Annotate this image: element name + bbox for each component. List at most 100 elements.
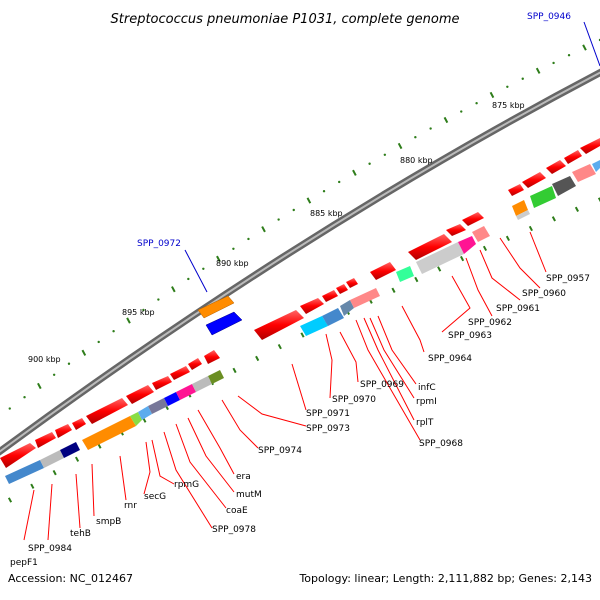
gene-arrow xyxy=(522,172,546,188)
scale-dot xyxy=(247,237,250,241)
scale-tick xyxy=(216,255,221,262)
scale-dot xyxy=(277,218,280,221)
gene-label-spp0961[interactable]: SPP_0961 xyxy=(496,304,540,314)
cog-block xyxy=(396,266,414,282)
cog-block xyxy=(340,300,354,316)
scale-label-890: 890 kbp xyxy=(216,259,249,268)
scale-dot xyxy=(567,54,571,57)
cog-track xyxy=(5,160,600,484)
cog-block xyxy=(592,160,600,172)
scale-tick xyxy=(460,255,465,262)
gene-label-rnr[interactable]: rnr xyxy=(124,501,137,511)
gene-label-spp0978[interactable]: SPP_0978 xyxy=(212,525,256,535)
scale-tick xyxy=(30,483,35,489)
scale-tick xyxy=(597,197,600,203)
scale-label-880: 880 kbp xyxy=(400,156,433,165)
cog-block xyxy=(458,236,476,254)
gene-arrow xyxy=(580,138,600,154)
gene-arrow xyxy=(446,224,466,236)
gene-label-spp0960[interactable]: SPP_0960 xyxy=(522,289,566,299)
scale-tick xyxy=(255,355,260,362)
cog-block xyxy=(322,308,344,326)
cog-block xyxy=(138,406,152,420)
scale-tick xyxy=(81,349,87,356)
scale-dot xyxy=(112,330,115,333)
scale-dot xyxy=(97,340,100,344)
gene-label-mutm[interactable]: mutM xyxy=(236,490,262,500)
scale-dot xyxy=(52,373,56,376)
scale-tick xyxy=(443,116,449,124)
cog-block xyxy=(530,186,556,208)
cog-block xyxy=(148,398,168,414)
gene-label-spp0964[interactable]: SPP_0964 xyxy=(428,354,472,364)
scale-dot xyxy=(232,247,235,250)
cog-block xyxy=(5,460,44,484)
scale-dot xyxy=(368,162,371,165)
scale-tick xyxy=(300,332,305,338)
scale-tick xyxy=(232,367,237,374)
gene-label-spp0984[interactable]: SPP_0984 xyxy=(28,544,72,554)
gene-label-rpmi[interactable]: rpmI xyxy=(416,397,437,407)
gene-label-spp0971[interactable]: SPP_0971 xyxy=(306,409,350,419)
scale-tick xyxy=(306,197,312,204)
gene-label-rpmg[interactable]: rpmG xyxy=(174,480,199,490)
gene-arrow xyxy=(0,443,36,468)
scale-labels: 875 kbp 880 kbp 885 kbp 890 kbp 895 kbp … xyxy=(28,101,525,364)
gene-label-era[interactable]: era xyxy=(236,472,251,482)
gene-arrow xyxy=(322,290,338,302)
gene-label-spp0974[interactable]: SPP_0974 xyxy=(258,446,302,456)
scale-tick xyxy=(574,206,579,212)
gene-arrow xyxy=(55,424,72,438)
genome-stats-text: Topology: linear; Length: 2,111,882 bp; … xyxy=(299,572,592,585)
gene-label-spp0968[interactable]: SPP_0968 xyxy=(419,439,463,449)
scale-dot xyxy=(383,153,387,156)
gene-label-rplt[interactable]: rplT xyxy=(416,418,434,428)
scale-dot xyxy=(475,102,478,105)
gene-label-pepf1[interactable]: pepF1 xyxy=(10,558,38,568)
gene-label-spp0962[interactable]: SPP_0962 xyxy=(468,318,512,328)
cog-block xyxy=(350,288,380,308)
scale-label-885: 885 kbp xyxy=(310,209,343,218)
cog-block xyxy=(300,316,328,336)
map-title: Streptococcus pneumoniae P1031, complete… xyxy=(111,12,460,27)
scale-tick xyxy=(482,245,488,252)
gene-track-forward xyxy=(0,138,600,468)
scale-dot xyxy=(67,362,71,365)
feature-spp0972[interactable] xyxy=(197,295,243,336)
scale-dot xyxy=(552,61,555,65)
scale-tick xyxy=(528,225,533,232)
gene-label-spp0972[interactable]: SPP_0972 xyxy=(137,239,181,249)
gene-label-spp0970[interactable]: SPP_0970 xyxy=(332,395,376,405)
gene-label-smpb[interactable]: smpB xyxy=(96,517,121,527)
genome-backbone xyxy=(0,68,600,456)
gene-label-spp0969[interactable]: SPP_0969 xyxy=(360,380,404,390)
gene-label-spp0957[interactable]: SPP_0957 xyxy=(546,274,590,284)
gene-arrow xyxy=(204,350,220,364)
scale-tick xyxy=(397,142,403,150)
gene-arrow xyxy=(188,358,202,370)
scale-tick xyxy=(261,226,266,233)
scale-tick xyxy=(391,287,396,293)
gene-label-spp0973[interactable]: SPP_0973 xyxy=(306,424,350,434)
scale-tick xyxy=(74,456,80,462)
scale-dot xyxy=(202,267,205,270)
gene-arrow xyxy=(508,184,524,196)
accession-text: Accession: NC_012467 xyxy=(8,572,134,585)
cog-block xyxy=(130,412,142,426)
gene-label-spp0946[interactable]: SPP_0946 xyxy=(527,12,571,22)
gene-label-coae[interactable]: coaE xyxy=(226,506,248,516)
scale-dot xyxy=(187,277,190,281)
gene-label-tehb[interactable]: tehB xyxy=(70,529,91,539)
scale-tick xyxy=(414,276,419,283)
gene-arrow xyxy=(370,262,396,280)
scale-dot xyxy=(157,298,160,301)
gene-label-infc[interactable]: infC xyxy=(418,383,436,393)
gene-label-secg[interactable]: secG xyxy=(144,492,166,502)
gene-arrow xyxy=(254,310,304,340)
gene-arrow xyxy=(86,398,128,424)
scale-tick xyxy=(582,44,587,51)
gene-labels: SPP_0946 SPP_0972 SPP_0957 SPP_0960 SPP_… xyxy=(10,12,590,568)
gene-label-spp0963[interactable]: SPP_0963 xyxy=(448,331,492,341)
scale-tick xyxy=(551,216,556,222)
